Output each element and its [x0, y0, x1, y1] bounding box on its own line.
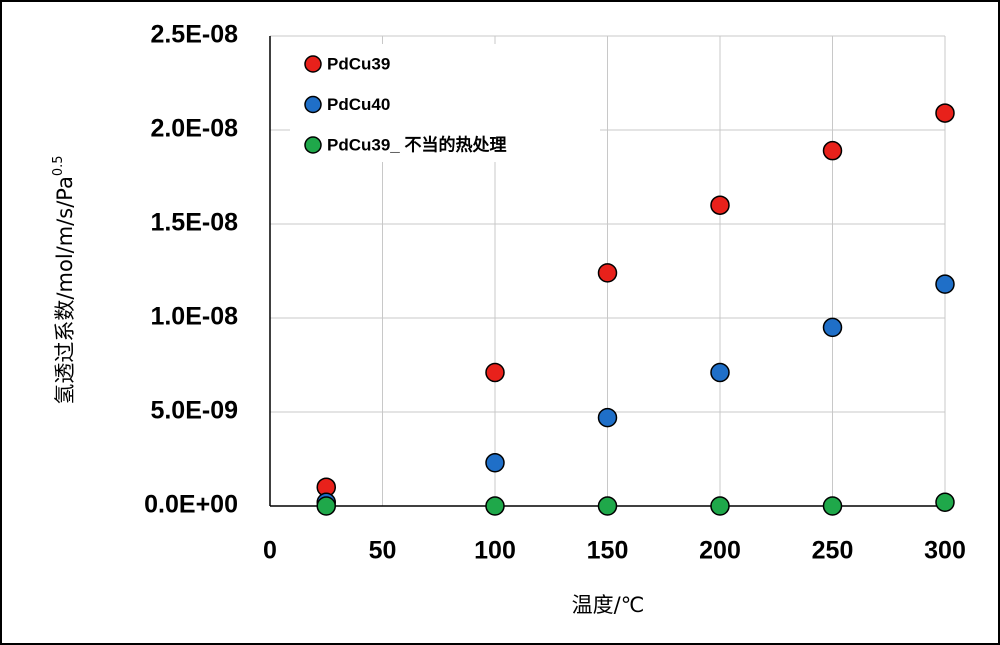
legend-marker: [304, 136, 322, 154]
x-tick-label: 50: [369, 537, 397, 565]
point: [485, 453, 505, 473]
point: [822, 317, 843, 338]
point: [597, 407, 618, 428]
x-tick-label: 0: [263, 537, 277, 565]
y-tick-label: 2.5E-08: [150, 21, 238, 49]
x-tick-label: 150: [587, 537, 629, 565]
point: [710, 496, 730, 516]
point: [597, 496, 618, 516]
point: [935, 103, 955, 123]
point: [935, 492, 955, 512]
x-tick-label: 200: [699, 537, 741, 565]
x-axis-label: 温度/℃: [572, 593, 645, 617]
y-axis-label: 氢透过系数/mol/m/s/Pa0.5: [51, 155, 78, 404]
point: [485, 362, 505, 383]
legend-label: PdCu40: [327, 95, 390, 114]
point: [710, 195, 730, 215]
y-tick-label: 0.0E+00: [144, 491, 238, 519]
legend-marker: [304, 55, 322, 73]
legend: PdCu39 PdCu40 PdCu39_ 不当的热处理: [290, 44, 600, 162]
legend-box: [290, 44, 600, 162]
legend-label: PdCu39_ 不当的热处理: [327, 134, 506, 154]
x-tick-label: 300: [924, 537, 966, 565]
legend-label: PdCu39: [327, 54, 390, 73]
y-tick-label: 5.0E-09: [150, 397, 238, 425]
point: [710, 362, 730, 383]
x-tick-label: 250: [812, 537, 854, 565]
y-tick-label: 2.0E-08: [150, 115, 238, 143]
y-tick-label: 1.5E-08: [150, 209, 238, 237]
y-axis-label-main: 氢透过系数/mol/m/s/Pa: [53, 176, 77, 404]
point: [935, 274, 955, 294]
point: [485, 496, 505, 516]
point: [316, 496, 336, 516]
point: [597, 263, 618, 283]
y-tick-label: 1.0E-08: [150, 303, 238, 331]
point: [822, 496, 843, 516]
x-tick-label: 100: [474, 537, 516, 565]
legend-marker: [304, 95, 322, 114]
point: [822, 140, 843, 161]
y-axis-label-sup: 0.5: [51, 155, 66, 176]
marks: [316, 103, 955, 516]
